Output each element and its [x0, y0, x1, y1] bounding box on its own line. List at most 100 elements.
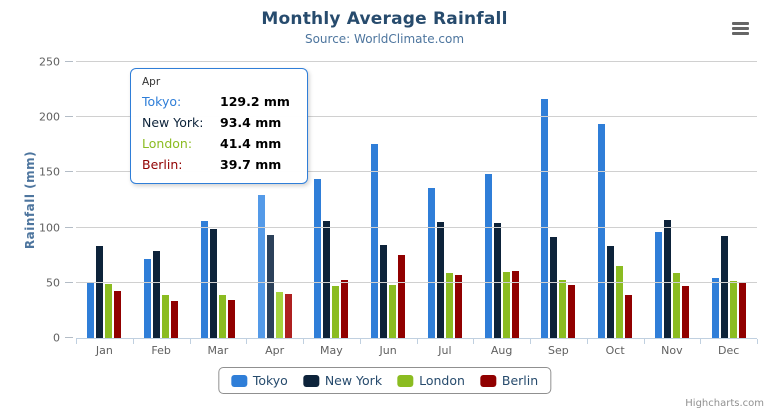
column-bar[interactable]	[493, 222, 501, 338]
legend-swatch	[479, 374, 496, 387]
x-axis-label: May	[320, 344, 343, 357]
column-bar[interactable]	[502, 272, 510, 338]
column-group	[700, 62, 757, 338]
x-axis-label: Mar	[207, 344, 229, 357]
legend-swatch	[230, 374, 247, 387]
grid-line	[76, 171, 757, 173]
column-bar[interactable]	[275, 292, 283, 338]
column-bar[interactable]	[332, 286, 340, 338]
column-group	[190, 62, 247, 338]
column-bar[interactable]	[323, 220, 331, 338]
column-bar[interactable]	[568, 285, 576, 338]
column-group	[530, 62, 587, 338]
tooltip-row: New York: 93.4 mm	[142, 112, 296, 133]
column-group	[133, 62, 190, 338]
column-bar[interactable]	[96, 245, 104, 338]
column-bar[interactable]	[625, 294, 633, 338]
credits-link[interactable]: Highcharts.com	[685, 398, 764, 409]
y-axis-tick	[65, 281, 73, 283]
tooltip-row: Tokyo: 129.2 mm	[142, 91, 296, 112]
x-axis-tick	[757, 339, 758, 344]
legend-item[interactable]: London	[397, 373, 465, 388]
y-axis-tick	[65, 226, 73, 228]
column-bar[interactable]	[371, 143, 379, 338]
column-bar[interactable]	[341, 279, 349, 338]
column-bar[interactable]	[720, 236, 728, 338]
column-bar[interactable]	[616, 266, 624, 338]
legend-label: London	[419, 373, 465, 388]
column-bar[interactable]	[445, 272, 453, 338]
column-bar[interactable]	[672, 272, 680, 338]
column-bar[interactable]	[550, 237, 558, 338]
x-axis-label: Aug	[490, 344, 513, 357]
x-axis-tick	[416, 339, 418, 344]
column-bar[interactable]	[153, 251, 161, 338]
y-axis-tick	[65, 337, 73, 338]
column-bar[interactable]	[314, 179, 322, 338]
tooltip-series-value: 129.2 mm	[220, 94, 290, 109]
column-bar[interactable]	[436, 222, 444, 338]
column-bar[interactable]	[654, 232, 662, 338]
x-axis-tick	[132, 339, 134, 344]
column-bar[interactable]	[607, 245, 615, 338]
column-bar[interactable]	[711, 277, 719, 338]
column-bar[interactable]	[454, 274, 462, 338]
column-bar[interactable]	[171, 301, 179, 338]
column-bar[interactable]	[227, 299, 235, 338]
legend: Tokyo New York London Berlin	[217, 367, 552, 394]
x-axis-label: Feb	[151, 344, 171, 357]
column-bar[interactable]	[484, 174, 492, 338]
column-bar[interactable]	[398, 254, 406, 338]
column-bar[interactable]	[663, 220, 671, 338]
export-menu-button[interactable]	[728, 17, 752, 39]
x-axis-tick	[246, 339, 248, 344]
column-bar[interactable]	[257, 195, 265, 338]
column-group	[587, 62, 644, 338]
column-bar[interactable]	[598, 123, 606, 338]
y-axis-label: 50	[46, 276, 60, 290]
column-bar[interactable]	[511, 271, 519, 338]
column-bar[interactable]	[162, 295, 170, 338]
tooltip-category: Apr	[142, 76, 161, 88]
legend-item[interactable]: Tokyo	[230, 373, 288, 388]
y-axis-label: 150	[39, 165, 60, 179]
tooltip-series-name: New York:	[142, 115, 204, 130]
column-bar[interactable]	[541, 99, 549, 338]
x-axis-tick	[359, 339, 361, 344]
legend-label: Berlin	[501, 373, 539, 388]
x-axis-label: Apr	[265, 344, 285, 357]
column-bar[interactable]	[266, 234, 274, 338]
column-group	[644, 62, 701, 338]
column-bar[interactable]	[559, 280, 567, 338]
grid-line	[76, 116, 757, 118]
tooltip-series-name: London:	[142, 136, 193, 151]
x-axis-labels: Jan Feb Mar Apr May Jun Jul Aug Sep Oct Nov Dec	[76, 344, 757, 357]
legend-item[interactable]: Berlin	[479, 373, 539, 388]
tooltip-series-name: Tokyo:	[142, 94, 182, 109]
column-bar[interactable]	[144, 259, 152, 338]
column-bar[interactable]	[681, 286, 689, 338]
column-bar[interactable]	[380, 244, 388, 338]
column-bar[interactable]	[209, 229, 217, 338]
y-axis-label: 0	[53, 331, 60, 345]
column-bar[interactable]	[738, 281, 746, 338]
x-axis-tick	[643, 339, 645, 344]
x-axis-tick	[586, 339, 588, 344]
column-bar[interactable]	[87, 282, 95, 338]
column-bar[interactable]	[200, 220, 208, 338]
tooltip-series-value: 41.4 mm	[220, 136, 282, 151]
x-axis-tick	[189, 339, 191, 344]
column-bar[interactable]	[427, 188, 435, 338]
legend-item[interactable]: New York	[302, 373, 383, 388]
column-group	[246, 62, 303, 338]
hamburger-icon	[731, 21, 749, 25]
column-bar[interactable]	[284, 294, 292, 338]
column-bar[interactable]	[729, 281, 737, 338]
column-bar[interactable]	[218, 294, 226, 338]
x-axis-tick	[303, 339, 304, 344]
column-bar[interactable]	[389, 284, 397, 338]
column-bar[interactable]	[105, 284, 113, 338]
column-bar[interactable]	[114, 291, 122, 338]
legend-label: New York	[324, 373, 383, 388]
